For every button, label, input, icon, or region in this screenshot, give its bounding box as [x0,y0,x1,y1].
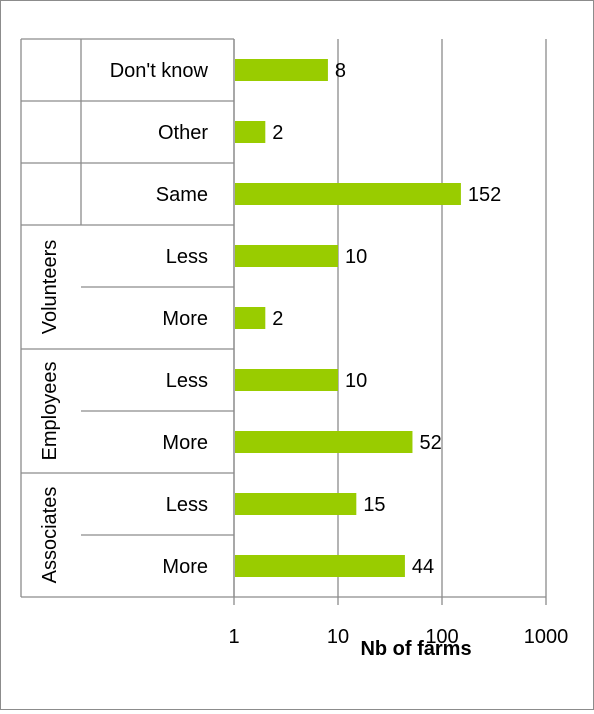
category-label: Don't know [110,60,209,82]
category-label: More [162,556,208,578]
category-label: More [162,432,208,454]
data-label: 152 [468,184,501,206]
x-axis-title: Nb of farms [360,638,471,660]
bar [235,555,405,577]
bar [235,493,357,515]
bar [235,183,461,205]
bar [235,121,266,143]
x-tick-label: 100 [425,626,458,648]
data-label: 15 [363,494,385,516]
category-label: Less [166,246,208,268]
data-label: 10 [345,246,367,268]
category-label: Same [156,184,208,206]
x-tick-label: 1 [228,626,239,648]
bar [235,307,266,329]
bar [235,369,338,391]
bar [235,59,328,81]
category-axis [20,38,546,598]
group-label: Employees [39,362,61,461]
data-label: 44 [412,556,434,578]
data-label: 2 [272,122,283,144]
bars [235,59,461,577]
category-label: Other [158,122,208,144]
data-label: 8 [335,60,346,82]
x-tick-label: 1000 [524,626,569,648]
category-label: Less [166,494,208,516]
group-label: Associates [39,487,61,584]
category-label: More [162,308,208,330]
data-label: 2 [272,308,283,330]
data-label: 10 [345,370,367,392]
x-tick-label: 10 [327,626,349,648]
category-label: Less [166,370,208,392]
bar [235,245,338,267]
bar [235,431,413,453]
data-label: 52 [419,432,441,454]
group-label: Volunteers [39,240,61,335]
